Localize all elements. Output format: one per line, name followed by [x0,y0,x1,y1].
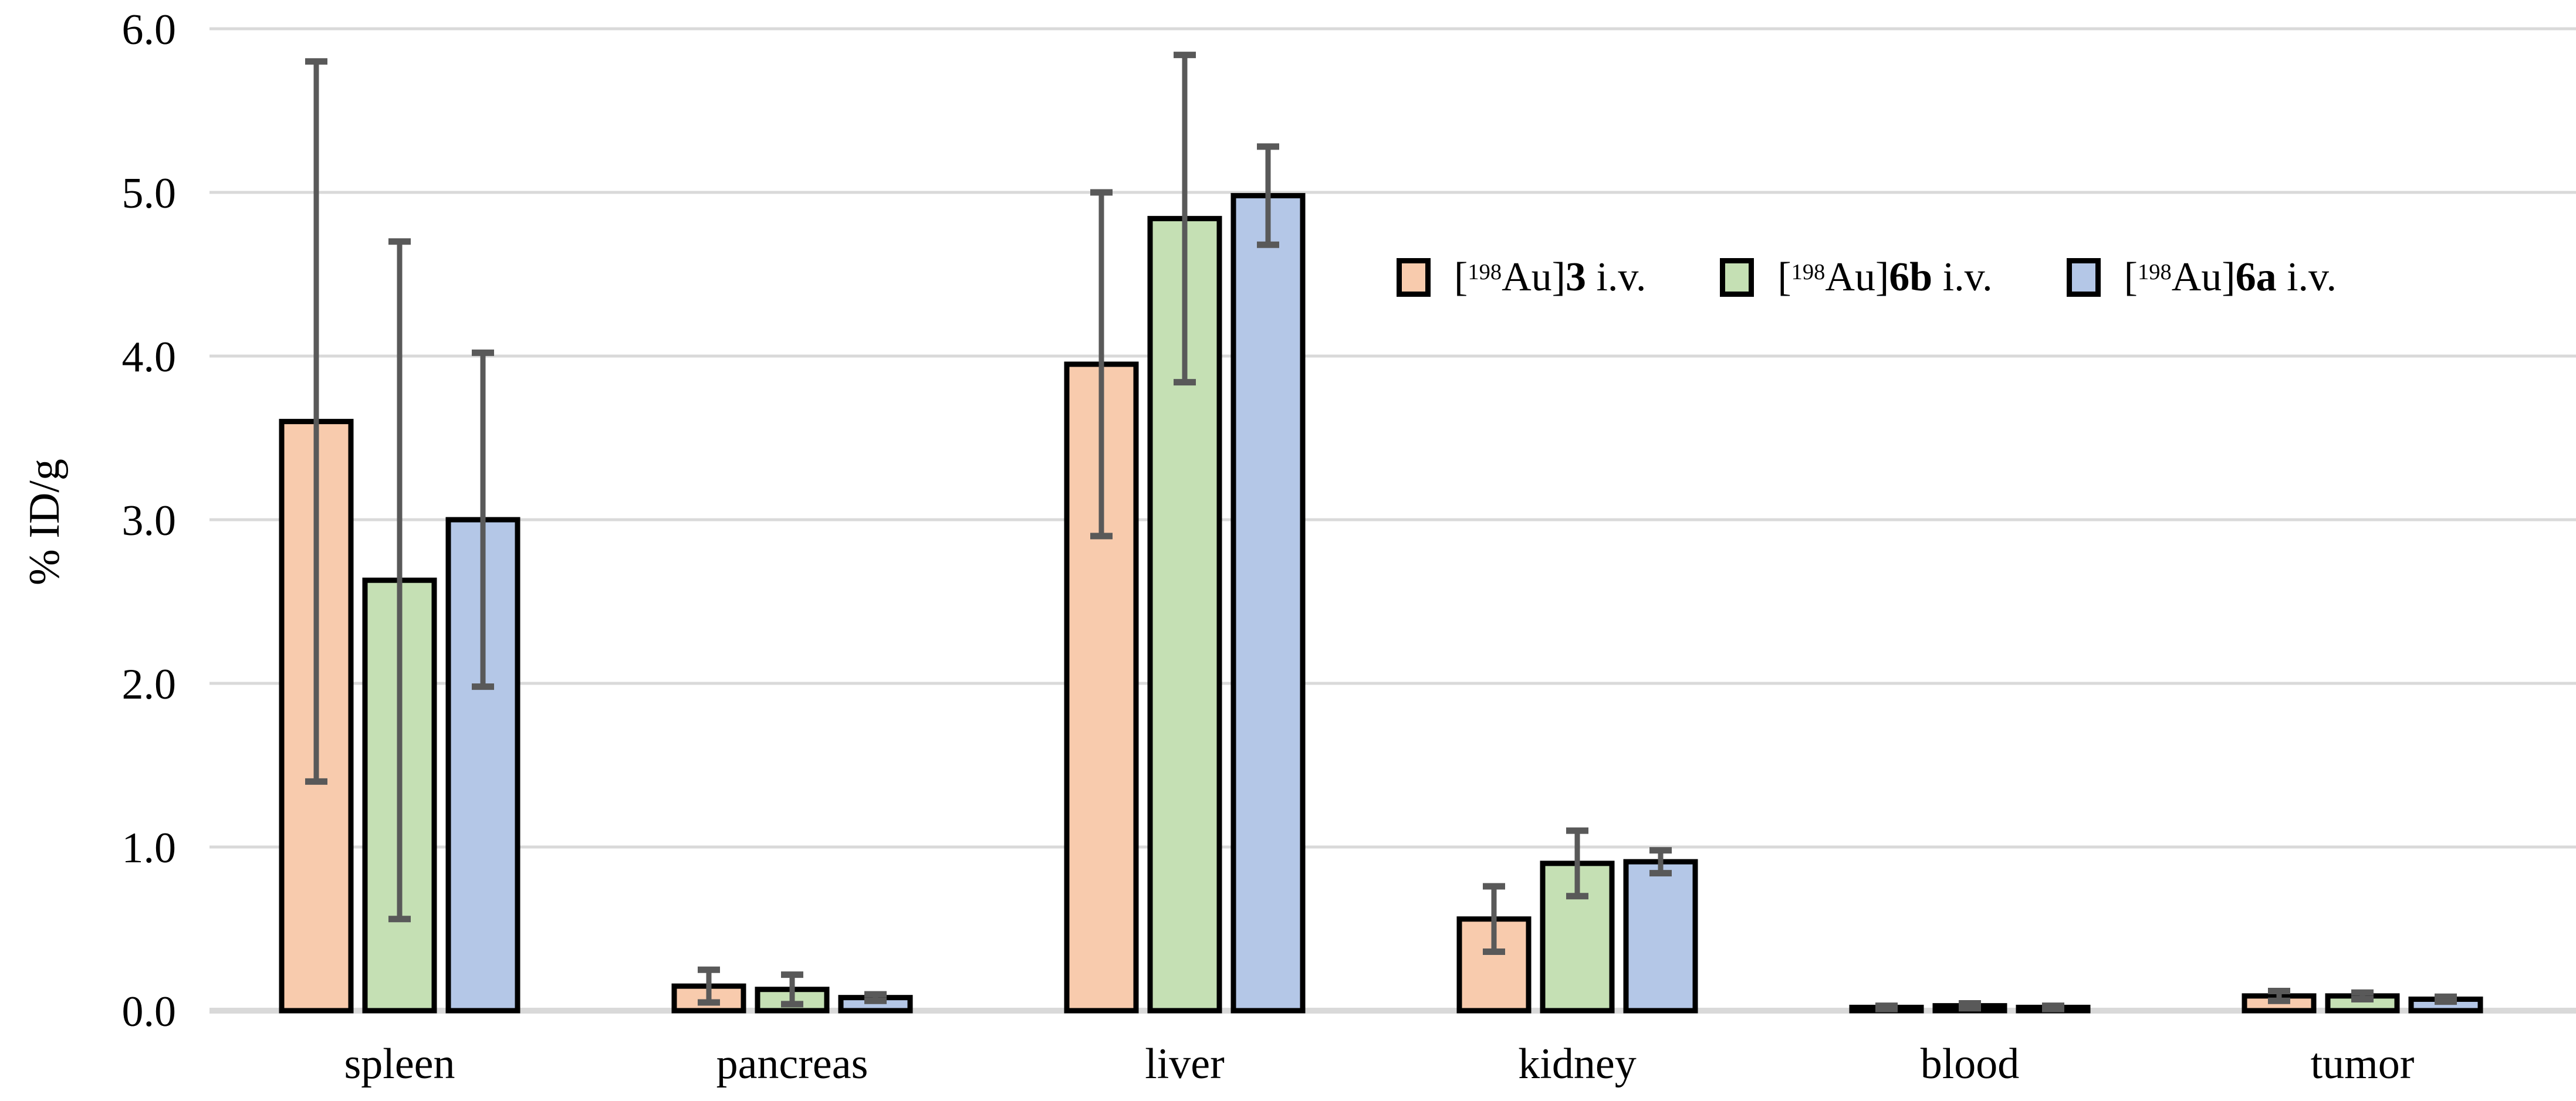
error-bar-kidney-6b [1566,827,1588,900]
error-bar-tumor-3 [2268,988,2290,1004]
legend-swatch-6b [1720,258,1754,297]
error-bar-kidney-3 [1483,883,1505,956]
bar-kidney-6a [1623,859,1698,1014]
x-label-blood: blood [1921,1040,2020,1088]
error-bar-pancreas-6b [781,971,803,1008]
error-bar-liver-6a [1257,143,1279,248]
legend-label-3: [198Au]3 i.v. [1454,255,1647,300]
error-bar-pancreas-6a [864,991,887,1004]
x-label-tumor: tumor [2311,1040,2415,1088]
error-bar-blood-3 [1875,1002,1898,1012]
y-tick-label-2.0: 2.0 [122,660,177,709]
error-bar-blood-6a [2042,1002,2064,1012]
error-bar-spleen-6a [472,349,494,690]
y-tick-label-6.0: 6.0 [122,6,177,54]
gridlines-group [209,27,2576,1014]
error-bar-spleen-3 [305,58,327,785]
error-bar-liver-6b [1174,52,1196,386]
legend-label-6a: [198Au]6a i.v. [2124,255,2337,300]
y-tick-label-0.0: 0.0 [122,988,177,1036]
x-label-kidney: kidney [1518,1040,1636,1088]
error-bar-kidney-6a [1649,847,1672,877]
bars-group [279,193,2483,1014]
legend-label-6b: [198Au]6b i.v. [1777,255,1993,300]
y-axis-title: % ID/g [21,459,69,585]
legend-swatch-3 [1397,258,1431,297]
x-label-spleen: spleen [344,1040,455,1088]
x-label-liver: liver [1145,1040,1225,1088]
error-bar-liver-3 [1090,189,1113,540]
axis-labels-group: 6.0 5.0 4.0 3.0 2.0 1.0 0.0 spleen pancreas liver… [122,6,2415,1088]
legend-swatch-6a [2066,258,2101,297]
legend: [198Au]3 i.v. [198Au]6b i.v. [198Au]6a i.v… [1397,245,2337,310]
y-tick-label-3.0: 3.0 [122,497,177,545]
error-bar-spleen-6b [388,238,411,923]
bar-liver-6a [1230,193,1306,1014]
legend-item-6a: [198Au]6a i.v. [2066,254,2337,301]
error-bar-tumor-6b [2351,989,2374,1002]
y-tick-label-5.0: 5.0 [122,170,177,218]
legend-item-6b: [198Au]6b i.v. [1720,254,1993,301]
legend-item-3: [198Au]3 i.v. [1397,254,1646,301]
y-tick-label-1.0: 1.0 [122,824,177,872]
error-bar-blood-6b [1959,1000,1981,1012]
error-bar-pancreas-3 [698,966,720,1006]
error-bars-group [305,52,2457,1012]
bar-kidney-3 [1456,916,1532,1014]
x-label-pancreas: pancreas [716,1040,868,1088]
y-tick-label-4.0: 4.0 [122,333,177,381]
error-bar-tumor-6a [2435,993,2457,1005]
